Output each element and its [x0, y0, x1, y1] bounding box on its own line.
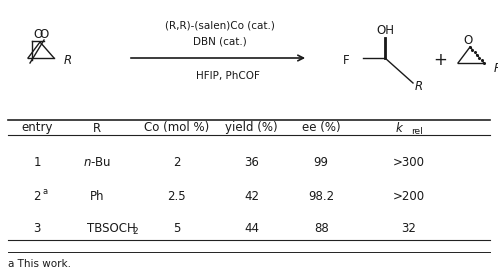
Text: $n$-Bu: $n$-Bu	[83, 156, 111, 169]
Text: 99: 99	[314, 156, 329, 169]
Text: 2: 2	[173, 156, 181, 169]
Text: $k$: $k$	[395, 121, 404, 135]
Text: >300: >300	[392, 156, 424, 169]
Text: 2.5: 2.5	[167, 189, 186, 202]
Text: 32: 32	[401, 221, 416, 234]
Text: R: R	[64, 54, 72, 67]
Text: +: +	[433, 51, 447, 69]
Text: 98.2: 98.2	[308, 189, 334, 202]
Text: ee (%): ee (%)	[302, 121, 341, 134]
Text: 88: 88	[314, 221, 329, 234]
Text: Ph: Ph	[90, 189, 105, 202]
Text: TBSOCH: TBSOCH	[87, 221, 136, 234]
Text: 2: 2	[33, 189, 41, 202]
Text: 2: 2	[132, 227, 138, 237]
Text: O: O	[33, 28, 43, 41]
Text: R: R	[93, 121, 101, 134]
Text: entry: entry	[21, 121, 53, 134]
Text: >200: >200	[392, 189, 424, 202]
Text: a: a	[43, 186, 48, 195]
Text: 44: 44	[244, 221, 259, 234]
Text: OH: OH	[376, 24, 394, 37]
Text: R: R	[415, 79, 423, 92]
Text: rel: rel	[411, 127, 423, 136]
Text: 3: 3	[34, 221, 41, 234]
Text: 5: 5	[173, 221, 180, 234]
Text: a This work.: a This work.	[8, 259, 71, 269]
Text: O: O	[463, 34, 473, 47]
Text: 42: 42	[244, 189, 259, 202]
Text: 1: 1	[33, 156, 41, 169]
Text: HFIP, PhCOF: HFIP, PhCOF	[196, 71, 260, 81]
Text: O: O	[39, 28, 49, 41]
Text: yield (%): yield (%)	[225, 121, 278, 134]
Text: Co (mol %): Co (mol %)	[144, 121, 210, 134]
Text: (R,R)-(salen)Co (cat.): (R,R)-(salen)Co (cat.)	[165, 20, 275, 30]
Text: R: R	[494, 62, 498, 75]
Text: 36: 36	[244, 156, 259, 169]
Text: DBN (cat.): DBN (cat.)	[193, 37, 247, 47]
Text: F: F	[344, 54, 350, 67]
